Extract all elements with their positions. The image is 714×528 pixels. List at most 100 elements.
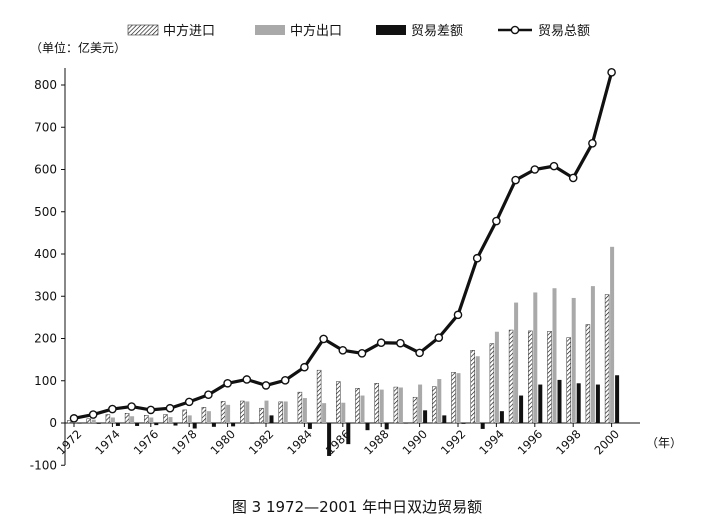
- total-trade-point: [242, 375, 252, 384]
- total-trade-point: [376, 338, 386, 348]
- balance-bar: [288, 422, 293, 424]
- legend-swatch-export: [255, 25, 285, 35]
- export-bar: [187, 415, 192, 423]
- balance-bar: [96, 423, 101, 424]
- y-tick-label: 600: [34, 163, 57, 177]
- balance-bar: [519, 395, 524, 423]
- x-unit-label: （年）: [646, 436, 682, 450]
- x-tick-label: 1974: [92, 427, 123, 458]
- x-tick-label: 1988: [361, 427, 392, 458]
- legend-label: 贸易总额: [538, 24, 590, 39]
- total-trade-point: [530, 165, 540, 174]
- balance-bar: [154, 423, 159, 426]
- total-trade-point: [396, 338, 405, 348]
- total-trade-point: [549, 161, 559, 171]
- import-bar: [489, 343, 495, 424]
- import-bar: [374, 383, 379, 424]
- export-bar: [514, 302, 519, 423]
- x-tick-label: 1998: [553, 427, 584, 458]
- y-tick-label: 500: [34, 205, 57, 219]
- legend-label: 中方进口: [163, 23, 215, 39]
- y-tick-label: 100: [34, 374, 57, 388]
- legend-swatch-import: [127, 24, 159, 36]
- export-bar: [418, 384, 423, 423]
- x-tick-label: 1976: [131, 427, 162, 458]
- export-bar: [610, 246, 615, 423]
- balance-bar: [499, 411, 504, 423]
- plot-area: -100 0 100 200 300 400 500 600 700 800 1972 1974 197…: [30, 68, 640, 472]
- total-trade-point: [261, 381, 271, 390]
- import-bar: [182, 409, 187, 424]
- total-trade-point: [357, 348, 367, 358]
- balance-bar: [269, 415, 274, 423]
- import-bar: [86, 418, 91, 424]
- total-trade-point: [319, 334, 328, 344]
- x-tick-label: 1994: [476, 427, 507, 458]
- balance-bar: [423, 410, 428, 423]
- total-trade-point: [434, 333, 444, 342]
- export-bar: [398, 387, 403, 423]
- export-bar: [456, 373, 461, 423]
- total-trade-point: [127, 402, 136, 411]
- balance-bar: [211, 423, 216, 427]
- import-bar: [240, 400, 245, 424]
- balance-bar: [173, 423, 178, 426]
- total-trade-point: [588, 139, 597, 148]
- import-bar: [508, 329, 514, 424]
- import-bar: [201, 407, 207, 424]
- import-bar: [604, 294, 610, 424]
- balance-bar: [461, 423, 466, 424]
- import-bar: [412, 396, 418, 424]
- balance-bar: [135, 423, 140, 426]
- x-tick-label: 2000: [591, 427, 622, 458]
- figure-caption: 图 3 1972—2001 年中日双边贸易额: [231, 498, 483, 516]
- balance-bar: [538, 384, 543, 423]
- total-trade-point: [108, 404, 117, 414]
- y-tick-label: -100: [30, 458, 57, 472]
- balance-bar: [327, 423, 332, 456]
- import-bar: [144, 415, 149, 424]
- y-unit-label: （单位：亿美元）: [30, 40, 126, 55]
- export-bar: [206, 411, 211, 423]
- y-tick-label: 200: [34, 332, 57, 346]
- export-bar: [226, 404, 231, 423]
- x-tick-label: 1978: [169, 427, 200, 458]
- import-bar: [124, 413, 130, 424]
- import-bar: [451, 372, 456, 424]
- balance-bar: [250, 423, 255, 424]
- export-bar: [494, 331, 499, 423]
- x-tick-label: 1980: [207, 427, 238, 458]
- export-bar: [283, 401, 288, 423]
- balance-bar: [77, 423, 82, 424]
- import-bar: [220, 401, 226, 424]
- export-bar: [341, 402, 346, 423]
- export-bar: [552, 288, 557, 423]
- balance-bar: [365, 423, 370, 431]
- total-trade-point: [69, 414, 79, 423]
- import-bar: [566, 337, 571, 424]
- balance-bar: [384, 423, 389, 430]
- legend-marker-total: [510, 25, 520, 35]
- balance-bar: [576, 383, 581, 423]
- balance-bar: [615, 375, 620, 423]
- import-bar: [470, 350, 475, 424]
- export-bar: [322, 403, 327, 423]
- x-tick-label: 1990: [399, 427, 430, 458]
- legend-swatch-balance: [376, 25, 406, 35]
- y-tick-label: 0: [49, 416, 57, 430]
- total-trade-point: [453, 310, 463, 320]
- import-bar: [393, 386, 399, 424]
- balance-bar: [192, 423, 197, 429]
- x-tick-label: 1982: [246, 427, 277, 458]
- total-trade-point: [204, 390, 213, 399]
- import-bar: [528, 330, 533, 424]
- y-tick-label: 300: [34, 289, 57, 303]
- export-bar: [360, 395, 365, 423]
- total-trade-point: [511, 175, 520, 185]
- export-bar: [379, 389, 384, 423]
- total-trade-point: [280, 376, 290, 385]
- total-trade-point: [165, 403, 175, 413]
- balance-bar: [557, 379, 562, 423]
- export-bar: [437, 379, 442, 423]
- export-bar: [245, 401, 250, 423]
